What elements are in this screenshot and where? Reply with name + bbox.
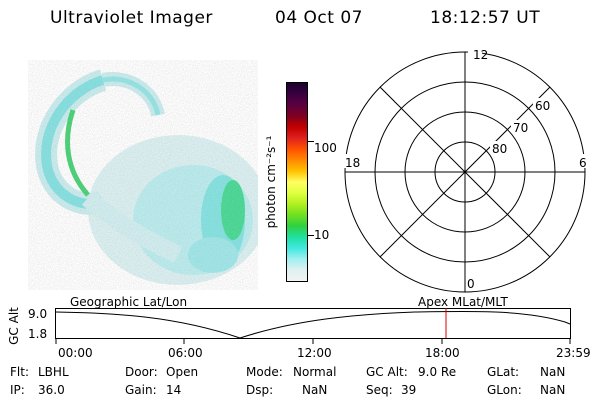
glon-label: GLon:	[487, 383, 522, 397]
colorbar	[286, 82, 308, 282]
polar-plot: 12 18 6 0 60 70 80	[343, 48, 590, 293]
date-label: 04 Oct 07	[275, 8, 363, 28]
gain-label: Gain:	[125, 383, 157, 397]
door-value: Open	[166, 365, 199, 379]
glat-label: GLat:	[487, 365, 520, 379]
timeline-x-tick-3: 18:00	[425, 346, 460, 360]
lat-label-60: 60	[535, 99, 550, 113]
colorbar-tick-10: 10	[314, 228, 330, 242]
time-label: 18:12:57 UT	[430, 8, 541, 28]
timeline-x-tick-0: 00:00	[58, 346, 93, 360]
timeline-y-axis-label: GC Alt	[7, 307, 21, 345]
gc-alt-value: 9.0 Re	[418, 365, 457, 379]
flt-label: Flt:	[10, 365, 29, 379]
seq-value: 39	[401, 383, 417, 397]
colorbar-tick-100: 100	[314, 141, 337, 155]
colorbar-unit-label: photon cm⁻²s⁻¹	[264, 135, 278, 229]
ip-label: IP:	[10, 383, 25, 397]
mlt-label-12: 12	[473, 48, 488, 62]
timeline-y-tick-max: 9.0	[28, 307, 48, 321]
timeline-x-tick-1: 06:00	[168, 346, 203, 360]
dsp-value: NaN	[302, 383, 328, 397]
mlt-label-6: 6	[579, 156, 587, 170]
gc-alt-label: GC Alt:	[366, 365, 408, 379]
gain-value: 14	[166, 383, 182, 397]
ip-value: 36.0	[38, 383, 65, 397]
timeline-y-tick-min: 1.8	[28, 327, 48, 341]
dsp-label: Dsp:	[246, 383, 274, 397]
mode-value: Normal	[293, 365, 337, 379]
glon-value: NaN	[540, 383, 566, 397]
lat-label-80: 80	[492, 142, 507, 156]
auroral-image	[28, 60, 258, 290]
app-title: Ultraviolet Imager	[50, 8, 213, 28]
mlt-label-18: 18	[345, 156, 360, 170]
door-label: Door:	[125, 365, 158, 379]
mlt-label-0: 0	[467, 277, 475, 291]
timeline-left-caption: Geographic Lat/Lon	[70, 295, 188, 309]
timeline-x-tick-2: 12:00	[297, 346, 332, 360]
flt-value: LBHL	[38, 365, 69, 379]
altitude-timeline	[55, 308, 571, 344]
glat-value: NaN	[540, 365, 566, 379]
timeline-right-caption: Apex MLat/MLT	[418, 295, 508, 309]
lat-label-70: 70	[513, 121, 528, 135]
timeline-x-tick-4: 23:59	[556, 346, 591, 360]
mode-label: Mode:	[246, 365, 283, 379]
seq-label: Seq:	[366, 383, 393, 397]
